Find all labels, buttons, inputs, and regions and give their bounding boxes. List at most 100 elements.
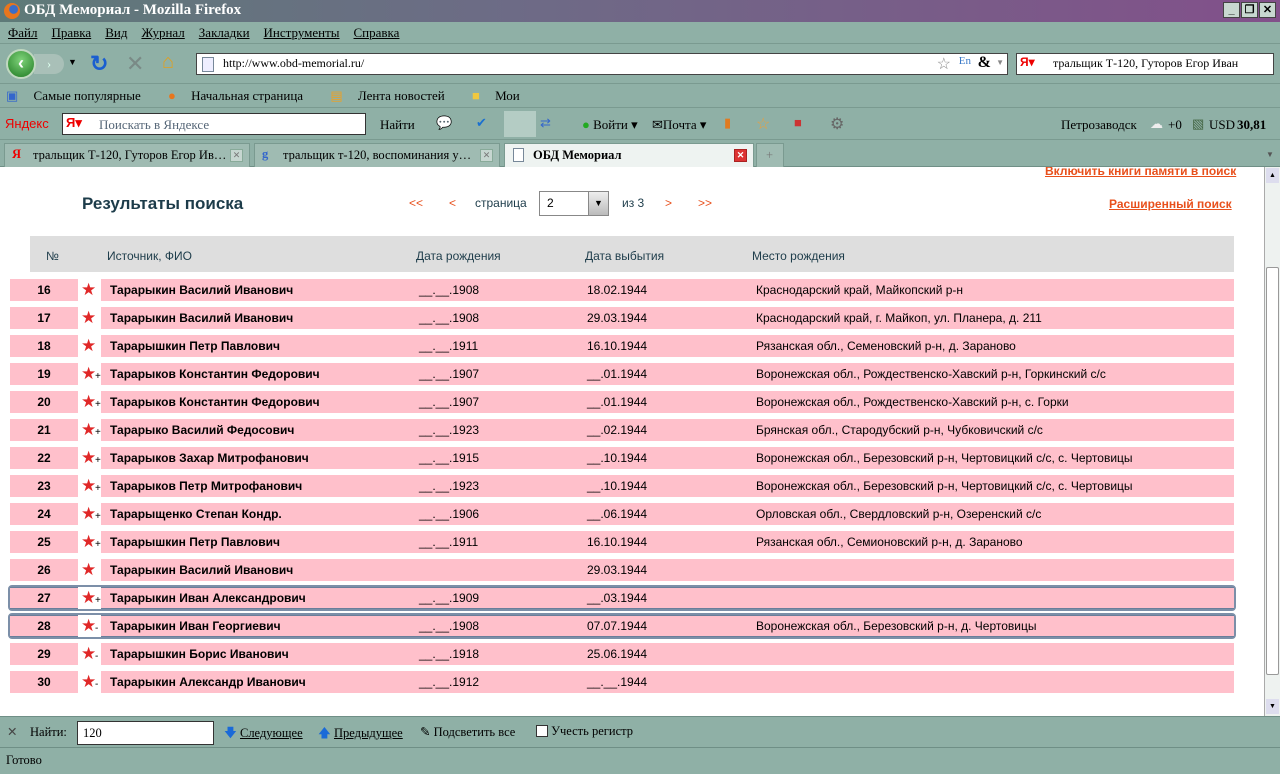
row-name-link[interactable]: Тарарыщенко Степан Кондр. (110, 507, 282, 521)
yandex-find-button[interactable]: Найти (380, 117, 415, 132)
pager-next[interactable]: > (665, 196, 673, 210)
tab-list-icon[interactable]: ▼ (1266, 150, 1274, 159)
find-next-button[interactable]: 🡇 Следующее (224, 724, 303, 745)
bookmark-star-icon[interactable]: ☆ (936, 56, 951, 73)
row-name-link[interactable]: Тарарыкин Василий Иванович (110, 283, 294, 297)
table-row[interactable]: 21 ★ + Тарарыко Василий Федосович __.__.1… (10, 419, 1234, 441)
weather-value[interactable]: +0 (1168, 117, 1182, 132)
row-name-link[interactable]: Тарарыкин Александр Иванович (110, 675, 306, 689)
table-row[interactable]: 28 ★ - Тарарыкин Иван Георгиевич __.__.19… (8, 613, 1236, 639)
menu-tools[interactable]: Инструменты (263, 25, 340, 40)
scroll-thumb[interactable] (1266, 267, 1279, 675)
back-button[interactable]: ‹ (6, 49, 36, 79)
table-row[interactable]: 19 ★ + Тарарыков Константин Федорович __.… (10, 363, 1234, 385)
table-row[interactable]: 24 ★ + Тарарыщенко Степан Кондр. __.__.19… (10, 503, 1234, 525)
cube-icon[interactable]: ■ (794, 115, 802, 130)
table-row[interactable]: 20 ★ + Тарарыков Константин Федорович __.… (10, 391, 1234, 413)
row-name-link[interactable]: Тарарыкин Иван Александрович (110, 591, 306, 605)
yandex-search-input[interactable]: Я▾ Поискать в Яндексе (62, 113, 366, 135)
restore-button[interactable]: ❐ (1241, 2, 1258, 18)
home-icon[interactable]: ⌂ (162, 51, 175, 73)
ampersand-icon[interactable]: & (977, 54, 991, 71)
spellcheck-icon[interactable]: ✔ (476, 115, 487, 130)
row-name-link[interactable]: Тарарыков Константин Федорович (110, 367, 320, 381)
row-name-link[interactable]: Тарарышкин Петр Павлович (110, 535, 280, 549)
row-name-link[interactable]: Тарарыко Василий Федосович (110, 423, 295, 437)
tab-close-icon[interactable]: ✕ (230, 149, 243, 162)
row-name-link[interactable]: Тарарыкин Иван Георгиевич (110, 619, 281, 633)
bookmark-mine[interactable]: ■ Мои (472, 88, 532, 103)
reload-icon[interactable]: ↻ (90, 51, 109, 76)
yandex-engine-icon[interactable]: Я▾ (1020, 55, 1035, 69)
close-find-icon[interactable]: ✕ (7, 725, 18, 739)
match-case-checkbox[interactable]: Учесть регистр (536, 724, 633, 739)
history-dropdown-icon[interactable]: ▼ (68, 57, 77, 67)
mail-button[interactable]: ✉Почта ▾ (652, 117, 707, 132)
currency-label[interactable]: USD (1209, 117, 1236, 132)
menu-history[interactable]: Журнал (141, 25, 185, 40)
row-name-link[interactable]: Тарарыков Захар Митрофанович (110, 451, 309, 465)
row-name-link[interactable]: Тарарыкин Василий Иванович (110, 563, 294, 577)
settings-gear-icon[interactable]: ⚙ (830, 116, 845, 133)
table-row[interactable]: 26 ★ Тарарыкин Василий Иванович 29.03.19… (10, 559, 1234, 581)
yandex-logo[interactable]: Яндекс (5, 116, 49, 131)
bookmark-home[interactable]: ● Начальная страница (168, 88, 315, 103)
scroll-up-arrow[interactable]: ▲ (1266, 168, 1279, 183)
forward-button[interactable]: › (34, 54, 64, 74)
table-row[interactable]: 16 ★ Тарарыкин Василий Иванович __.__.19… (10, 279, 1234, 301)
find-prev-button[interactable]: 🡅 Предыдущее (318, 724, 403, 745)
tab-obd-memorial[interactable]: ОБД Мемориал ✕ (504, 143, 754, 167)
table-row[interactable]: 22 ★ + Тарарыков Захар Митрофанович __.__… (10, 447, 1234, 469)
bookmark-news[interactable]: ▤ Лента новостей (330, 88, 456, 103)
table-row[interactable]: 23 ★ + Тарарыков Петр Митрофанович __.__.… (10, 475, 1234, 497)
menu-file[interactable]: Файл (8, 25, 38, 40)
row-name-link[interactable]: Тарарыков Петр Митрофанович (110, 479, 303, 493)
chat-icon[interactable]: 💬 (436, 115, 453, 130)
close-window-button[interactable]: ✕ (1259, 2, 1276, 18)
bookmark-popular[interactable]: ▣ Самые популярные (6, 88, 153, 103)
chevron-down-icon[interactable]: ▼ (588, 192, 608, 215)
minimize-button[interactable]: _ (1223, 2, 1240, 18)
table-row[interactable]: 18 ★ Тарарышкин Петр Павлович __.__.1911… (10, 335, 1234, 357)
table-row[interactable]: 30 ★ - Тарарыкин Александр Иванович __.__… (10, 671, 1234, 693)
row-name-link[interactable]: Тарарыкин Василий Иванович (110, 311, 294, 325)
row-name-link[interactable]: Тарарыков Константин Федорович (110, 395, 320, 409)
advanced-search-link[interactable]: Расширенный поиск (1109, 197, 1232, 211)
pager-first[interactable]: << (409, 196, 424, 210)
page-select[interactable]: 2 ▼ (539, 191, 609, 216)
row-name-link[interactable]: Тарарышкин Петр Павлович (110, 339, 280, 353)
include-memory-books-link[interactable]: Включить книги памяти в поиск (1045, 167, 1237, 178)
favorites-star-icon[interactable]: ☆ (756, 116, 771, 133)
translate-icon[interactable] (504, 111, 536, 137)
row-name-link[interactable]: Тарарышкин Борис Иванович (110, 647, 289, 661)
login-button[interactable]: ● Войти ▾ (582, 117, 638, 132)
transliterate-icon[interactable]: ⇄ (540, 115, 551, 130)
city-label[interactable]: Петрозаводск (1061, 117, 1137, 132)
menu-edit[interactable]: Правка (51, 25, 92, 40)
pager-last[interactable]: >> (698, 196, 713, 210)
highlight-all-button[interactable]: ✎ Подсветить все (420, 724, 515, 740)
scroll-down-arrow[interactable]: ▼ (1266, 699, 1279, 714)
stop-icon[interactable]: ✕ (126, 51, 145, 76)
menu-view[interactable]: Вид (105, 25, 128, 40)
url-bar[interactable]: http://www.obd-memorial.ru/ ☆ En & ▼ (196, 53, 1008, 75)
menu-help[interactable]: Справка (353, 25, 400, 40)
tab-yandex-search[interactable]: Я тральщик Т-120, Гуторов Егор Ив… ✕ (4, 143, 250, 167)
table-row[interactable]: 25 ★ + Тарарышкин Петр Павлович __.__.191… (10, 531, 1234, 553)
url-dropdown-icon[interactable]: ▼ (996, 58, 1004, 67)
tab-close-icon[interactable]: ✕ (480, 149, 493, 162)
search-box[interactable]: Я▾ тральщик Т-120, Гуторов Егор Иван (1016, 53, 1274, 75)
find-input[interactable]: 120 (77, 721, 214, 745)
tab-google-search[interactable]: g тральщик т-120, воспоминания у… ✕ (254, 143, 500, 167)
tab-close-icon[interactable]: ✕ (734, 149, 747, 162)
language-icon[interactable]: En (958, 55, 971, 67)
table-row[interactable]: 17 ★ Тарарыкин Василий Иванович __.__.19… (10, 307, 1234, 329)
wallet-icon[interactable]: ▮ (724, 115, 732, 130)
currency-rate[interactable]: 30,81 (1237, 117, 1267, 132)
table-row[interactable]: 29 ★ - Тарарышкин Борис Иванович __.__.19… (10, 643, 1234, 665)
table-row[interactable]: 27 ★ + Тарарыкин Иван Александрович __.__… (8, 585, 1236, 611)
pager-prev[interactable]: < (449, 196, 457, 210)
vertical-scrollbar[interactable]: ▲ ▼ (1264, 167, 1280, 716)
menu-bookmarks[interactable]: Закладки (198, 25, 250, 40)
new-tab-button[interactable]: + (756, 143, 784, 167)
